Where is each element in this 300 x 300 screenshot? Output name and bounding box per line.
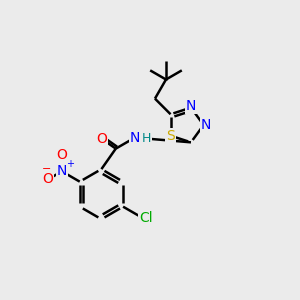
Text: N: N <box>57 164 67 178</box>
Text: N: N <box>186 99 196 113</box>
Text: Cl: Cl <box>139 211 153 225</box>
Text: +: + <box>66 159 74 169</box>
Text: H: H <box>142 132 151 145</box>
Text: N: N <box>201 118 211 132</box>
Text: N: N <box>130 130 140 145</box>
Text: −: − <box>42 164 51 174</box>
Text: O: O <box>42 172 53 186</box>
Text: S: S <box>166 129 175 143</box>
Text: O: O <box>96 131 107 146</box>
Text: O: O <box>56 148 67 162</box>
